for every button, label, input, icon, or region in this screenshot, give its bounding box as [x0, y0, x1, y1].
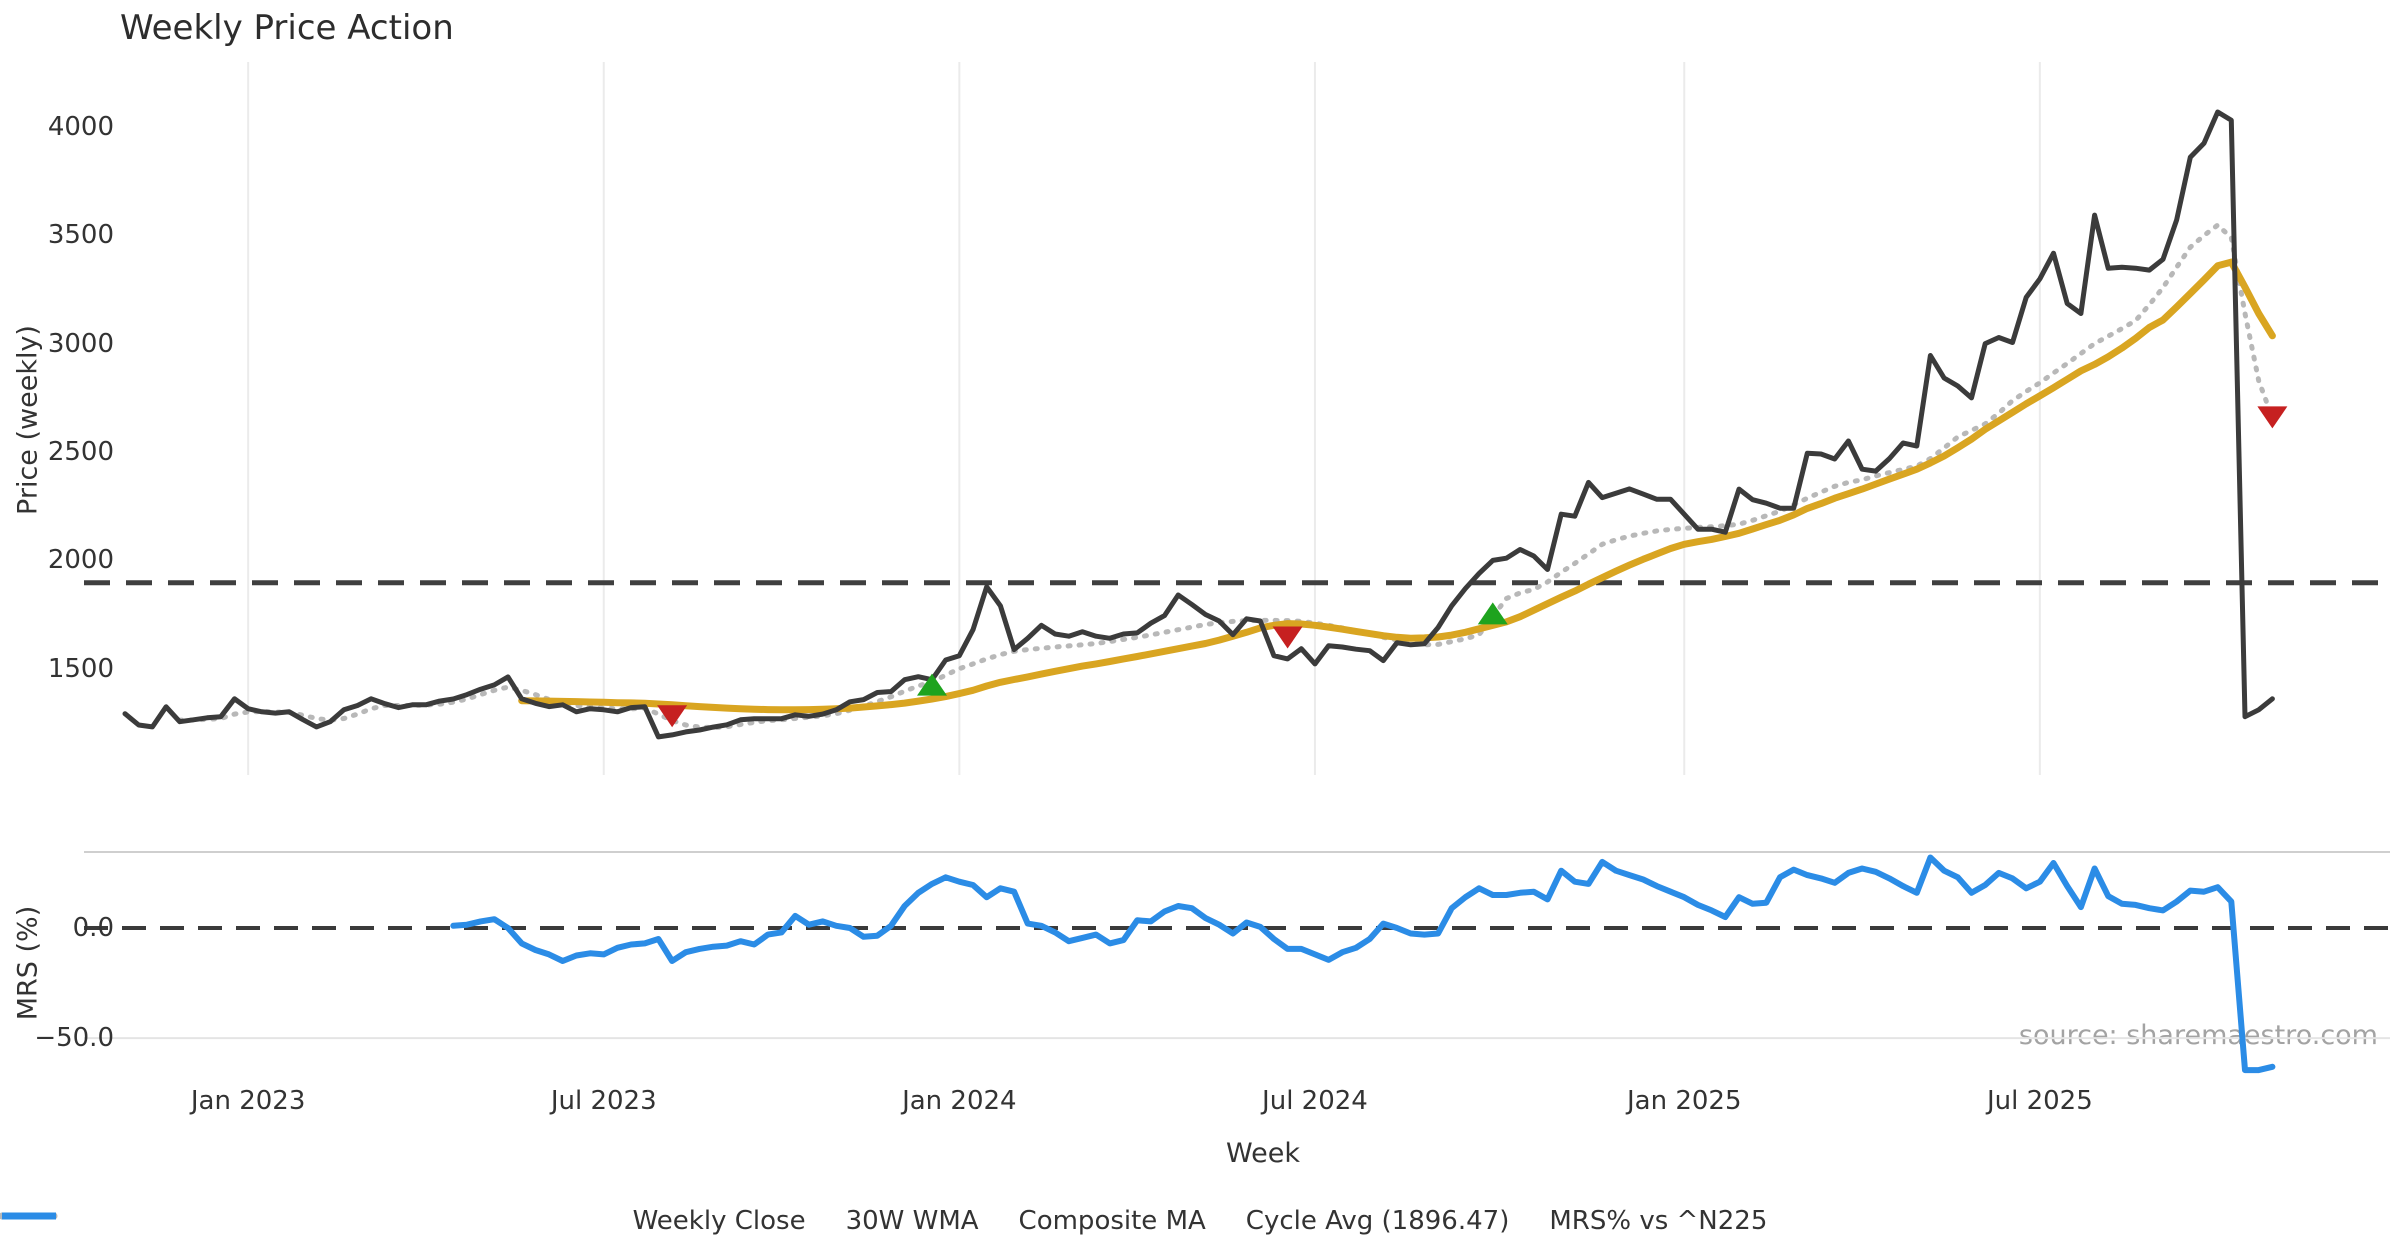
series-30w-wma [518, 258, 2276, 714]
price-y-tick-label: 4000 [47, 112, 114, 143]
price-y-tick-label: 2500 [47, 437, 114, 468]
sell-marker-icon [657, 705, 688, 728]
legend-label: Weekly Close [632, 1206, 806, 1236]
series-weekly-close [122, 109, 2275, 740]
buy-marker-icon [916, 673, 947, 696]
buy-marker-icon [1477, 602, 1508, 625]
series-composite-ma [177, 222, 2275, 731]
legend-label: 30W WMA [845, 1206, 979, 1236]
sell-marker-icon [1272, 626, 1303, 649]
legend-item: Composite MA [0, 1206, 1206, 1236]
x-tick-label: Jan 2023 [190, 1086, 306, 1116]
legend-item: MRS% vs ^N225 [2, 1206, 1768, 1236]
sell-marker-icon [2257, 406, 2288, 429]
legend: Weekly Close 30W WMA Composite MA Cycle Avg… [0, 1206, 2400, 1236]
legend-label: Composite MA [1018, 1206, 1206, 1236]
x-tick-label: Jul 2025 [1986, 1086, 2093, 1116]
series-mrs [450, 854, 2276, 1074]
mrs-y-tick-label: 0.0 [72, 913, 114, 943]
source-credit: source: sharemaestro.com [2018, 1020, 2378, 1051]
legend-item: 30W WMA [2, 1206, 979, 1236]
chart-title: Weekly Price Action [120, 8, 454, 48]
legend-label: Cycle Avg (1896.47) [1245, 1206, 1510, 1236]
mrs-y-tick-label: −50.0 [34, 1023, 114, 1054]
price-y-tick-label: 3500 [47, 220, 114, 251]
legend-item: Cycle Avg (1896.47) [2, 1206, 1510, 1236]
x-tick-label: Jan 2025 [1626, 1086, 1742, 1116]
legend-swatch-solid-icon [2, 1212, 56, 1220]
x-tick-label: Jan 2024 [902, 1086, 1017, 1116]
price-y-tick-label: 1500 [47, 653, 114, 684]
price-y-tick-label: 3000 [47, 328, 114, 359]
x-tick-label: Jul 2024 [1262, 1086, 1368, 1116]
legend-label: MRS% vs ^N225 [1549, 1206, 1768, 1236]
x-tick-label: Jul 2023 [550, 1086, 657, 1116]
price-y-tick-label: 2000 [47, 545, 114, 576]
x-axis-label: Week [1226, 1138, 1300, 1169]
legend-item: Weekly Close [2, 1206, 806, 1236]
